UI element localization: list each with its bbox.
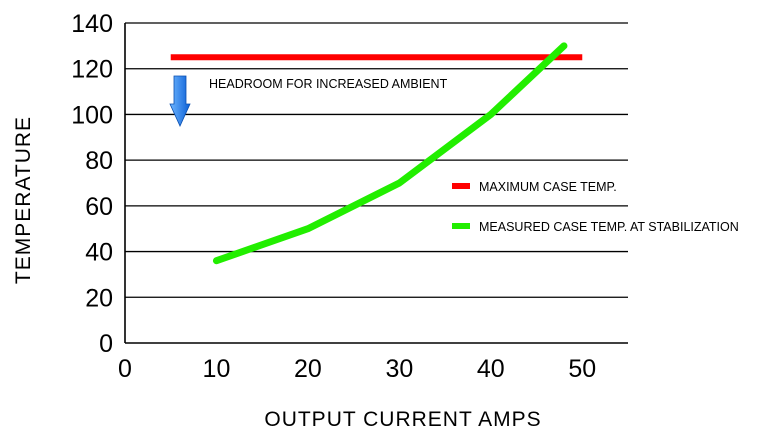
x-axis-title: OUTPUT CURRENT AMPS [264,408,541,431]
y-tick-label: 40 [85,239,113,267]
annotation-text: HEADROOM FOR INCREASED AMBIENT [209,77,448,91]
y-tick-label: 100 [71,101,113,129]
axes [124,23,628,344]
legend: MAXIMUM CASE TEMP. MEASURED CASE TEMP. AT… [452,180,739,234]
x-tick-label: 50 [568,355,596,383]
x-tick-labels: 0 10 20 30 40 50 [118,355,596,383]
y-tick-label: 0 [99,330,113,358]
x-tick-label: 20 [294,355,322,383]
series-line-measured-case-temp [212,42,568,265]
x-tick-label: 10 [203,355,231,383]
x-tick-label: 30 [385,355,413,383]
series-lines [170,42,583,265]
x-tick-label: 40 [477,355,505,383]
y-tick-label: 20 [85,284,113,312]
y-tick-labels: 0 20 40 60 80 100 120 140 [71,10,113,358]
legend-label-0: MAXIMUM CASE TEMP. [479,180,617,194]
down-arrow-icon [169,75,191,127]
y-tick-label: 140 [71,10,113,38]
annotation: HEADROOM FOR INCREASED AMBIENT [169,75,448,127]
x-tick-label: 0 [118,355,132,383]
legend-label-1: MEASURED CASE TEMP. AT STABILIZATION [479,220,739,234]
y-tick-label: 120 [71,56,113,84]
y-axis-title: TEMPERATURE [12,116,35,284]
grid-lines [125,22,628,298]
y-tick-label: 80 [85,147,113,175]
y-tick-label: 60 [85,193,113,221]
